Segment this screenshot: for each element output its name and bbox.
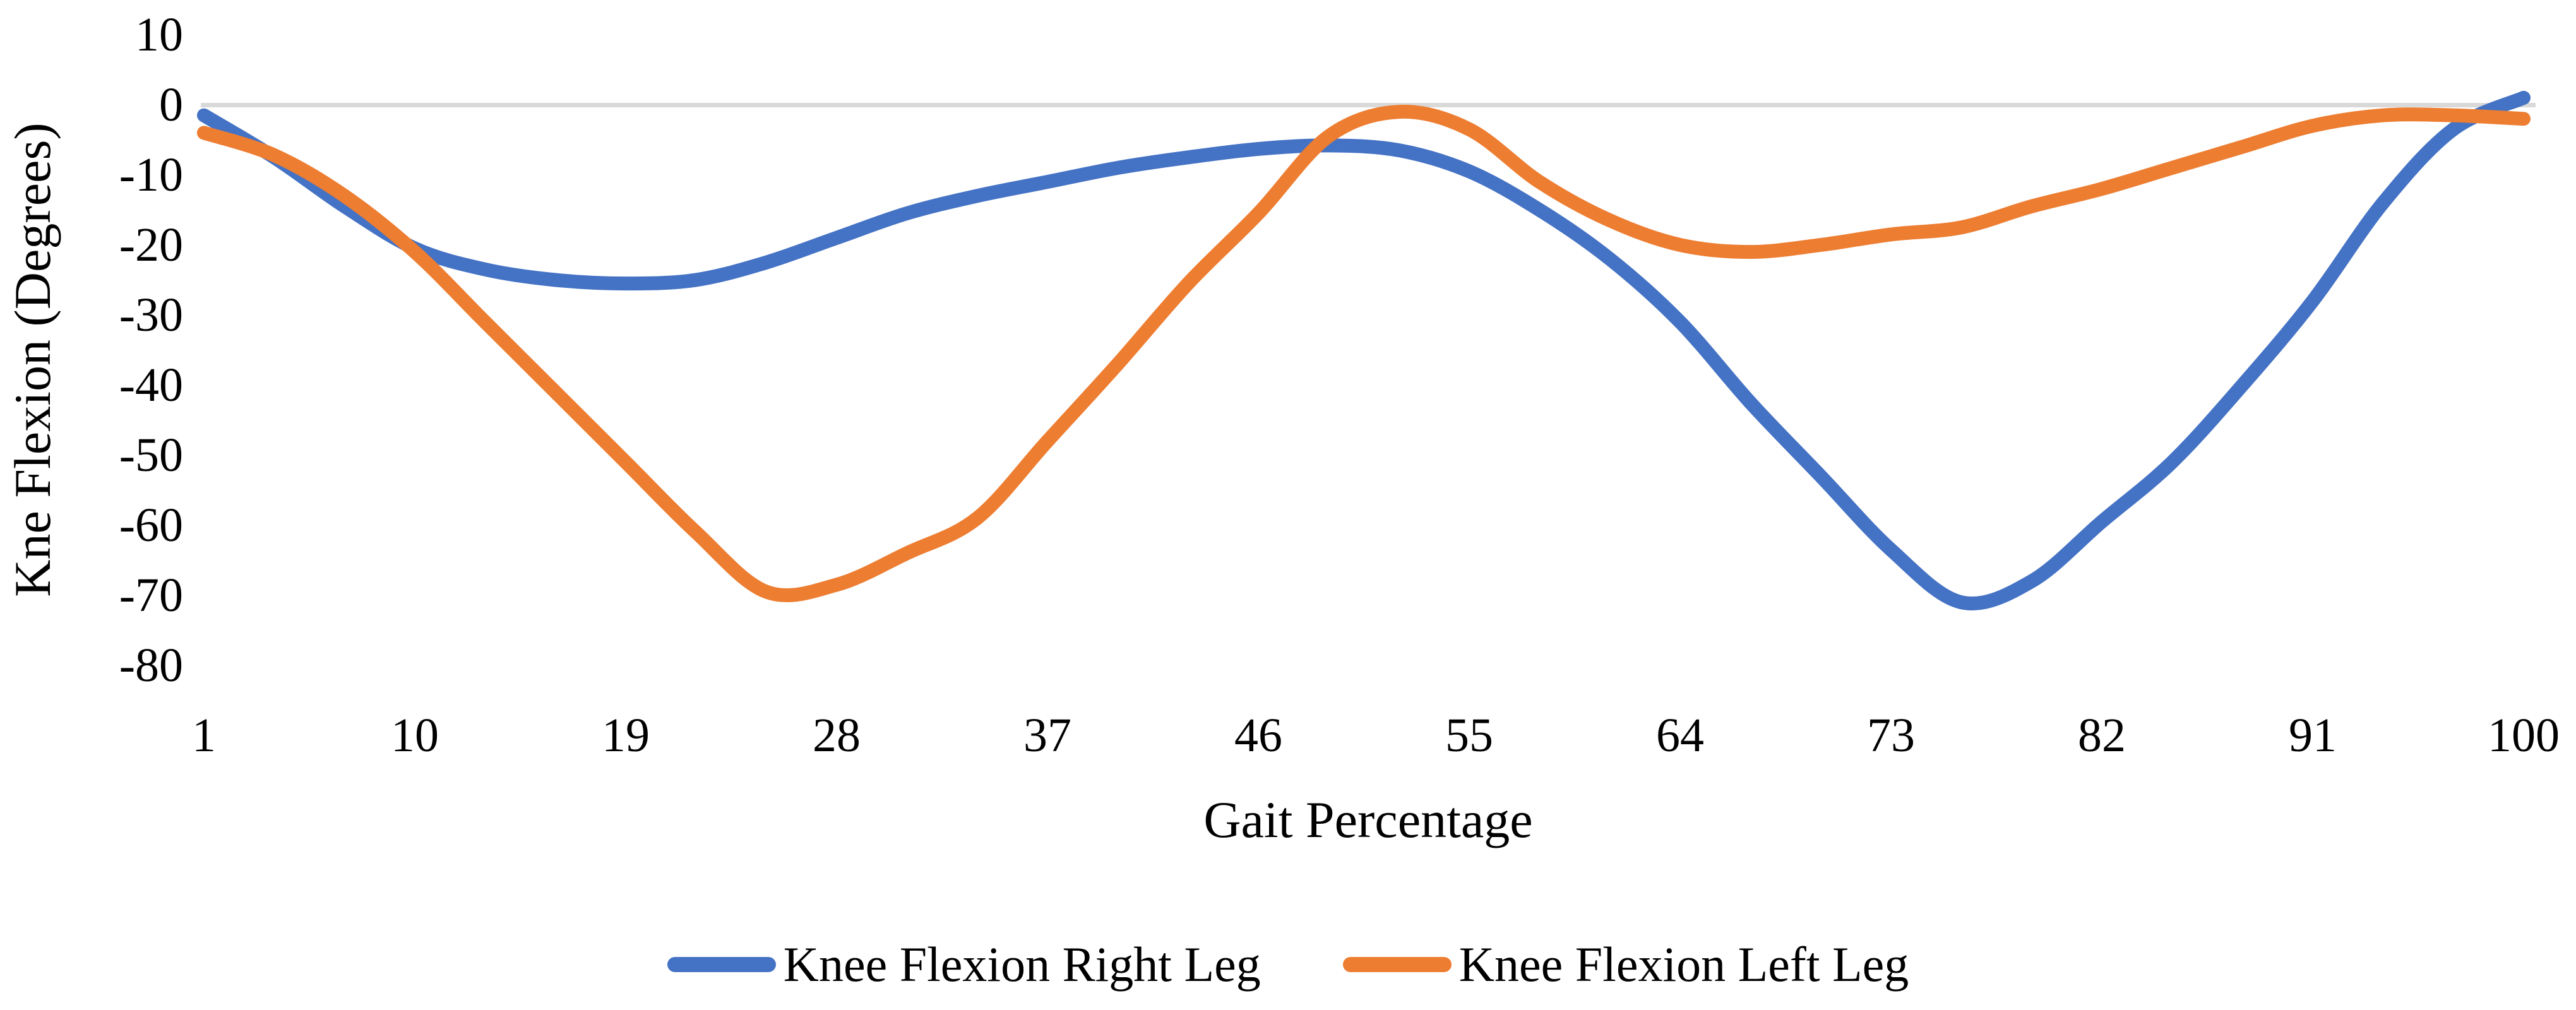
x-axis-tick-labels: 1 10 19 28 37 46 55 64 73 82 91 100 <box>192 709 2560 762</box>
zero-gridline <box>201 103 2536 107</box>
y-tick-label: 10 <box>135 8 183 61</box>
y-tick-label: -80 <box>119 639 183 692</box>
x-axis-title: Gait Percentage <box>1203 791 1533 848</box>
legend-item-right-leg: Knee Flexion Right Leg <box>667 933 1261 996</box>
y-tick-label: -10 <box>119 148 183 201</box>
y-tick-label: 0 <box>159 78 183 131</box>
y-tick-label: -60 <box>119 499 183 552</box>
legend-label-left-leg: Knee Flexion Left Leg <box>1458 937 1909 992</box>
series-line-knee-flexion-left-leg <box>197 104 2531 603</box>
legend-swatch-left-leg <box>1342 957 1452 972</box>
y-tick-label: -50 <box>119 429 183 482</box>
y-tick-label: -30 <box>119 288 183 342</box>
series-line-knee-flexion-right-leg <box>197 90 2531 610</box>
y-tick-label: -20 <box>119 218 183 271</box>
legend-label-right-leg: Knee Flexion Right Leg <box>783 937 1261 992</box>
y-tick-label: -70 <box>119 569 183 622</box>
y-axis-tick-labels: 10 0 -10 -20 -30 -40 -50 -60 -70 -80 <box>0 0 183 701</box>
legend-swatch-right-leg <box>667 957 776 972</box>
legend-item-left-leg: Knee Flexion Left Leg <box>1342 933 1909 996</box>
legend: Knee Flexion Right Leg Knee Flexion Left… <box>0 933 2576 996</box>
y-tick-label: -40 <box>119 359 183 412</box>
